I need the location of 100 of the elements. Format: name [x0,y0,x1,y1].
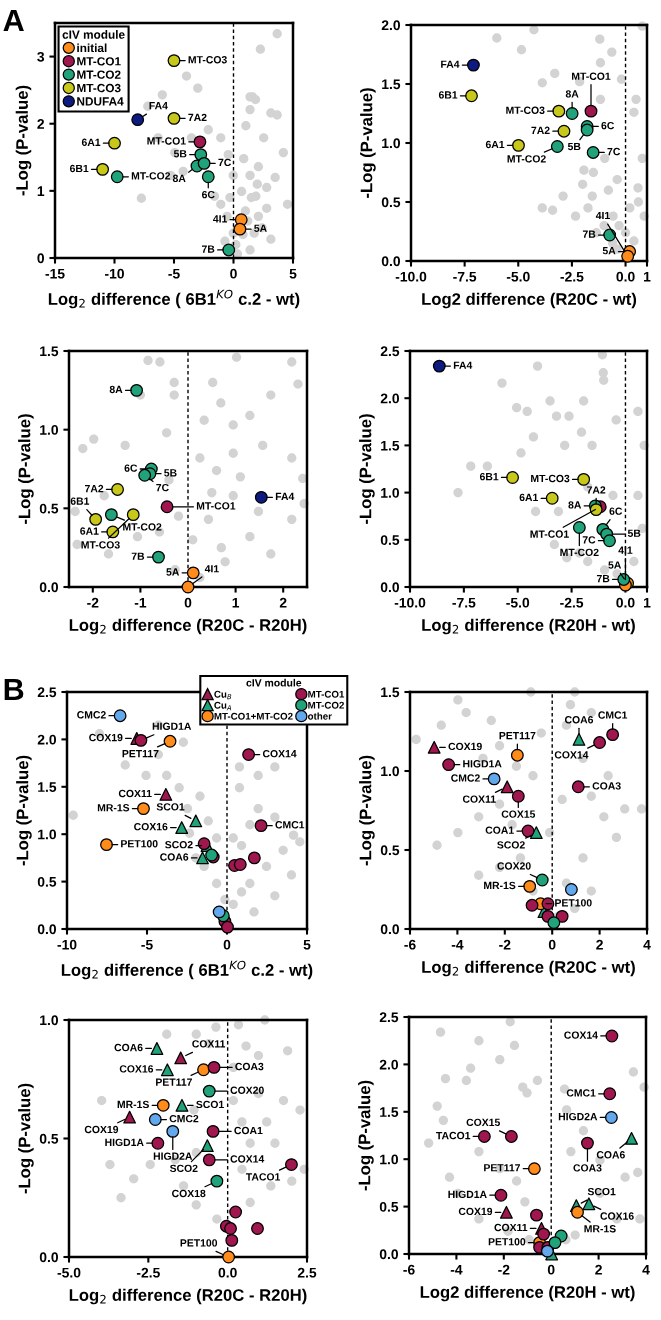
annotation: CMC1 [598,711,628,719]
annotation: SCO2 [497,841,525,849]
y-tick-label: 0.0 [379,1249,399,1260]
y-tick-label: 1.0 [380,1154,399,1165]
annotation: 8A [109,385,123,394]
legend-label: MT-CO1+MT-CO2 [214,712,293,720]
legend-label: MT-CO1 [308,690,345,698]
annotation: 5A [602,247,616,255]
annotation: PET117 [484,1164,521,1172]
annotation: PET100 [180,1239,218,1247]
y-tick-label: 2.0 [380,393,400,404]
annotation: 6C [609,507,623,515]
x-axis-title: Log$_{2}$ difference (R20C - wt) [422,960,635,977]
annotation: 4I1 [595,211,610,220]
y-axis-title: -Log (P-value) [18,414,34,524]
annotation: 6A1 [519,493,539,502]
x-tick-label: -2.5 [560,271,584,282]
x-axis-title: Log2 difference (R20C - wt) [422,292,637,309]
legend-label: MT-CO3 [77,83,121,93]
annotation: SCO1 [196,1100,224,1109]
annotation: COA3 [592,782,621,790]
y-tick-label: 0.0 [380,924,400,935]
annotation: CMC2 [77,711,106,719]
annotation: 7C [582,536,596,544]
annotation: TACO1 [245,1173,281,1181]
x-tick-label: 1 [644,597,651,608]
y-tick-label: 0.5 [380,535,400,545]
annotation: MR-1S [484,881,516,890]
annotation: COX15 [466,1118,500,1127]
y-tick-label: 0.0 [380,582,400,593]
annotation: HIGD2A [558,1112,598,1121]
annotation: 7B [582,230,596,238]
annotation: COX19 [458,1207,493,1216]
x-axis-title: Log$_{2}$ difference (R20C - R20H) [69,618,307,635]
y-axis-title: -Log (P-value) [359,414,375,524]
annotation: 7A2 [587,486,606,494]
annotation: 7A2 [85,484,104,493]
annotation: COA1 [234,1126,263,1135]
x-tick-label: -5.0 [506,597,530,608]
annotation: FA4 [453,361,473,369]
annotation: MT-CO2 [123,523,162,531]
legend-label: Cu$_{B}$ [214,690,232,700]
annotation: SCO2 [169,1164,198,1173]
annotation: 8A [172,174,186,182]
x-tick-label: -2 [498,1264,510,1275]
annotation: 5A [608,561,622,569]
y-tick-label: 2.5 [379,1012,399,1023]
x-tick-label: -10.0 [394,597,426,608]
annotation: PET117 [499,731,536,740]
x-tick-label: 2.5 [297,1267,317,1278]
annotation: COA3 [573,1164,602,1172]
annotation: SCO1 [156,803,185,811]
annotation: 6A1 [80,527,99,535]
y-tick-label: 2.0 [379,1059,399,1070]
annotation: MT-CO2 [131,172,171,180]
y-tick-label: 1.0 [381,766,400,777]
annotation: HIGD1A [105,1138,144,1147]
y-tick-label: 0.5 [37,876,57,887]
annotation: 7A2 [531,126,550,134]
annotation: 7C [156,483,169,492]
x-tick-label: 5 [289,268,297,279]
annotation: MT-CO3 [506,106,545,114]
y-tick-label: 0.5 [381,197,401,208]
y-axis-title: -Log (P-value) [15,85,32,196]
annotation: TACO1 [436,1131,471,1140]
annotation: COX19 [89,733,123,742]
annotation: 6A1 [485,140,505,149]
x-tick-label: -10.0 [395,271,427,282]
y-tick-label: 1.0 [382,138,401,149]
annotation: FA4 [275,492,295,501]
annotation: COX19 [448,742,482,751]
annotation: 7A2 [188,113,207,122]
x-tick-label: 2 [595,1264,602,1275]
annotation: FA4 [149,102,168,110]
annotation: CMC2 [169,1114,199,1123]
annotation: MR-1S [584,1225,616,1233]
annotation: COX20 [230,1086,264,1094]
y-tick-label: 0 [37,253,45,264]
x-tick-label: -15 [45,268,65,279]
annotation: COA3 [235,1062,264,1071]
x-tick-label: 0 [223,939,231,950]
y-tick-label: 2.5 [380,346,400,357]
x-tick-label: -5 [168,268,180,279]
y-tick-label: 1.5 [40,346,59,357]
annotation: 5B [627,529,641,537]
annotation: COX18 [172,1189,206,1198]
x-axis-title: Log$_{2}$ difference (R20C - R20H) [69,1288,307,1305]
annotation: COX16 [119,1065,154,1073]
annotation: 6A1 [81,138,101,146]
y-tick-label: 2 [37,119,45,129]
y-tick-label: 0.0 [381,256,401,267]
x-tick-label: 2 [596,939,603,950]
annotation: 6B1 [69,164,89,173]
y-tick-label: 0.5 [39,1133,59,1144]
y-tick-label: 1.0 [381,487,400,498]
annotation: COX14 [554,751,589,759]
annotation: PET100 [555,899,592,907]
x-tick-label: -2.5 [560,597,584,608]
annotation: SCO1 [587,1187,616,1196]
y-tick-label: 1.5 [381,440,400,451]
